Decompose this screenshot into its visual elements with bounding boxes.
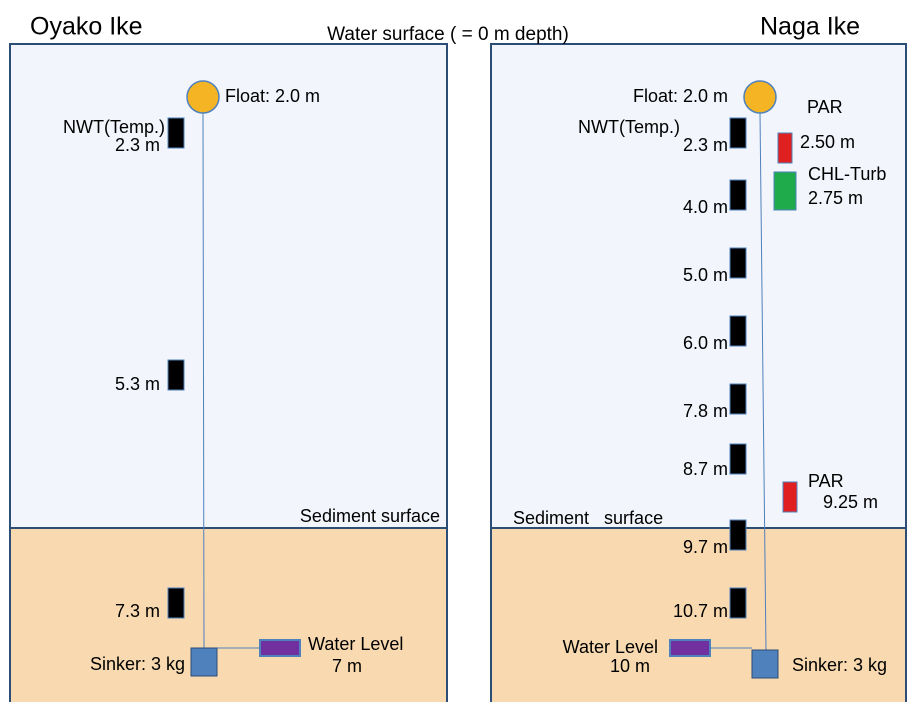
depth-label: 2.3 m — [683, 135, 728, 155]
sediment-label: Sediment surface — [300, 506, 440, 526]
depth-label: 8.7 m — [683, 459, 728, 479]
sediment-area — [9, 527, 448, 702]
sinker-label: Sinker: 3 kg — [792, 655, 887, 675]
water-area — [490, 43, 907, 529]
float-label: Float: 2.0 m — [633, 86, 728, 106]
depth-label: 4.0 m — [683, 197, 728, 217]
chl-sensor — [773, 171, 797, 211]
water-level-sensor — [259, 639, 301, 657]
sediment-label: Sediment surface — [513, 508, 663, 528]
mooring-line — [202, 112, 205, 651]
depth-label: 5.3 m — [115, 374, 160, 394]
sensor — [729, 383, 747, 415]
float-label: Float: 2.0 m — [225, 86, 320, 106]
sinker — [190, 647, 218, 677]
float — [186, 80, 220, 114]
float — [743, 80, 777, 114]
sensor — [729, 315, 747, 347]
par-sensor — [777, 132, 793, 164]
sensor — [167, 587, 185, 619]
depth-label: 7.8 m — [683, 401, 728, 421]
water-surface-label: Water surface ( = 0 m depth) — [327, 24, 569, 45]
sensor — [729, 443, 747, 475]
depth-label: 6.0 m — [683, 333, 728, 353]
sensor-type: NWT(Temp.) — [578, 117, 680, 137]
panel-title: Naga Ike — [760, 13, 860, 41]
sensors — [729, 117, 747, 619]
chl-depth: 2.75 m — [808, 188, 863, 208]
panel-title: Oyako Ike — [30, 13, 143, 41]
sinker — [751, 649, 779, 679]
par-sensor — [782, 481, 798, 513]
depth-label: 5.0 m — [683, 265, 728, 285]
mooring-line — [759, 112, 767, 653]
chl-label: CHL-Turb — [808, 164, 886, 184]
par-label: PAR — [807, 97, 843, 117]
par-depth: 9.25 m — [823, 492, 878, 512]
sensor — [729, 117, 747, 149]
water-level-label: Water Level — [563, 637, 658, 657]
sensor — [729, 519, 747, 551]
sensor — [729, 247, 747, 279]
par-depth: 2.50 m — [800, 132, 855, 152]
sensor — [167, 359, 185, 391]
water-area — [9, 43, 448, 529]
sensor — [729, 179, 747, 211]
depth-label: 10.7 m — [673, 601, 728, 621]
depth-label: 7.3 m — [115, 601, 160, 621]
depth-label: 2.3 m — [115, 135, 160, 155]
water-level-depth: 10 m — [610, 656, 650, 676]
water-level-sensor — [669, 639, 711, 657]
water-level-label: Water Level — [308, 634, 403, 654]
sensor — [167, 117, 185, 149]
sensor — [729, 587, 747, 619]
sensor-type: NWT(Temp.) — [63, 117, 165, 137]
sediment-area — [490, 527, 907, 702]
water-level-depth: 7 m — [332, 656, 362, 676]
sinker-label: Sinker: 3 kg — [90, 654, 185, 674]
depth-label: 9.7 m — [683, 537, 728, 557]
par-label: PAR — [808, 471, 844, 491]
